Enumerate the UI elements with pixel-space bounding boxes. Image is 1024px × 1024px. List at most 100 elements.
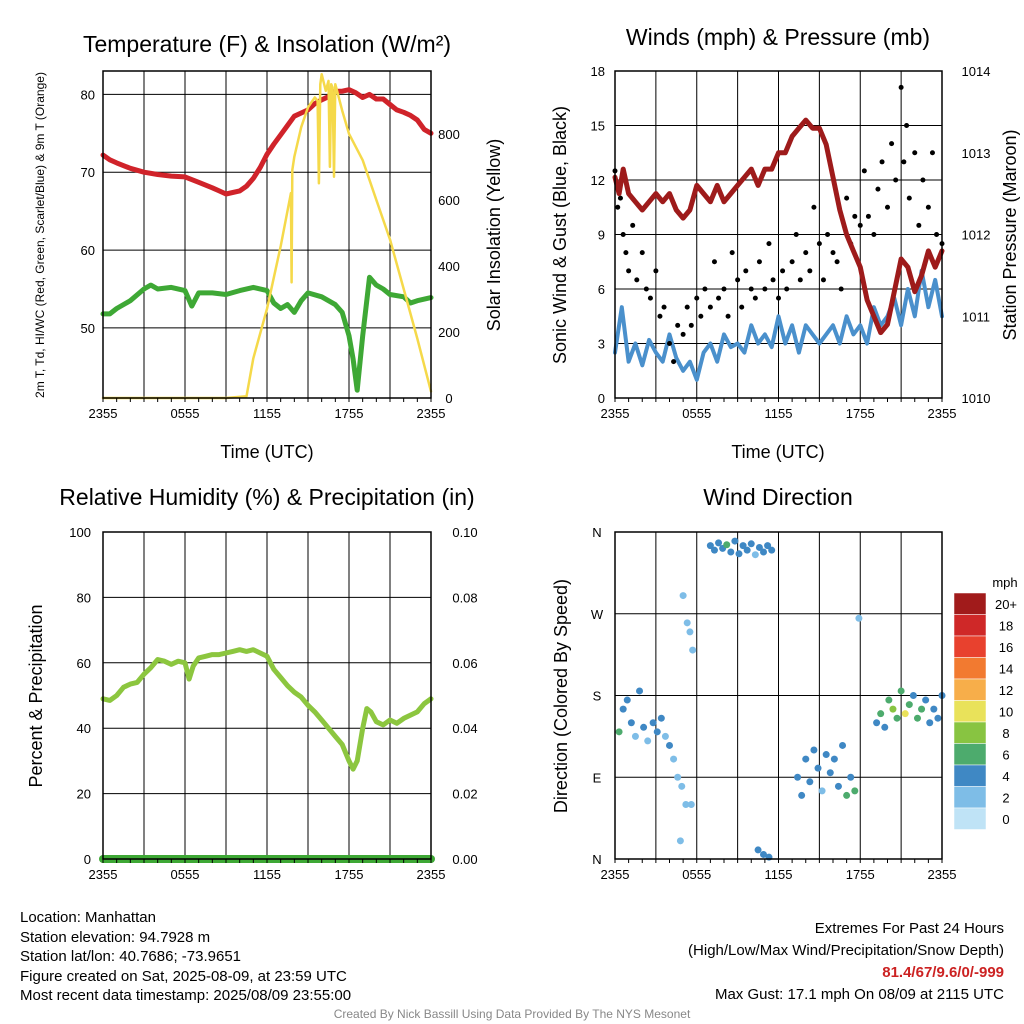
gust-point xyxy=(879,159,885,165)
direction-point xyxy=(735,550,743,558)
legend-swatch xyxy=(953,657,987,680)
y-tick-label: N xyxy=(592,525,601,540)
gust-point xyxy=(780,268,786,274)
created-text: Figure created on Sat, 2025-08-09, at 23… xyxy=(20,967,347,985)
gust-point xyxy=(797,277,803,283)
gust-point xyxy=(830,250,836,256)
y-left-tick-label: 40 xyxy=(77,721,91,736)
gust-point xyxy=(925,204,931,210)
direction-point xyxy=(727,548,735,556)
legend-label: 6 xyxy=(1002,748,1009,763)
gust-point xyxy=(811,204,817,210)
y-tick-label: S xyxy=(593,689,602,704)
y-left-tick-label: 100 xyxy=(69,525,91,540)
gust-point xyxy=(639,250,645,256)
y-right-tick-label: 1010 xyxy=(962,391,991,406)
gust-point xyxy=(904,123,910,128)
gust-point xyxy=(756,259,762,265)
direction-point xyxy=(689,646,697,654)
direction-point xyxy=(847,773,855,781)
x-tick-label: 0555 xyxy=(682,867,711,882)
gust-point xyxy=(694,295,700,301)
direction-point xyxy=(822,751,830,759)
x-tick-label: 1155 xyxy=(765,867,793,882)
gust-point xyxy=(906,195,912,201)
legend-label: 12 xyxy=(999,683,1013,698)
gust-point xyxy=(688,322,694,328)
x-tick-label: 1755 xyxy=(335,406,364,421)
gust-point xyxy=(702,286,708,292)
panel2-xlabel: Time (UTC) xyxy=(731,442,824,462)
direction-point xyxy=(922,696,930,704)
x-tick-label: 2355 xyxy=(417,867,446,882)
y-left-tick-label: 3 xyxy=(598,337,605,352)
x-tick-label: 2355 xyxy=(89,406,118,421)
direction-point xyxy=(649,719,657,727)
y-left-tick-label: 18 xyxy=(591,64,605,79)
direction-point xyxy=(798,791,806,799)
location-text: Location: Manhattan xyxy=(20,909,156,926)
gust-point xyxy=(766,241,772,247)
panel-4 xyxy=(614,531,987,863)
panel1-xlabel: Time (UTC) xyxy=(220,442,313,462)
direction-point xyxy=(760,548,768,556)
y-right-tick-label: 0.00 xyxy=(452,852,477,867)
credit-text: Created By Nick Bassill Using Data Provi… xyxy=(333,1007,691,1021)
legend-swatch xyxy=(953,592,987,615)
y-right-tick-label: 800 xyxy=(438,127,460,142)
direction-point xyxy=(760,850,768,858)
panel1-title: Temperature (F) & Insolation (W/m²) xyxy=(83,31,451,57)
x-tick-label: 2355 xyxy=(89,867,118,882)
legend-label: 18 xyxy=(999,619,1013,634)
x-tick-label: 2355 xyxy=(601,406,630,421)
panel-2 xyxy=(612,70,945,402)
gust-point xyxy=(912,150,918,156)
direction-point xyxy=(764,542,772,550)
gust-point xyxy=(885,204,890,210)
direction-point xyxy=(674,773,682,781)
gust-point xyxy=(803,250,809,256)
panel3-title: Relative Humidity (%) & Precipitation (i… xyxy=(59,484,474,510)
panel1-ylabel-right: Solar Insolation (Yellow) xyxy=(484,139,504,331)
gust-point xyxy=(916,222,922,228)
gust-point xyxy=(647,295,653,301)
y-left-tick-label: 9 xyxy=(598,228,605,243)
gust-point xyxy=(770,277,776,283)
x-tick-label: 1755 xyxy=(846,867,875,882)
y-right-tick-label: 1012 xyxy=(962,228,991,243)
direction-point xyxy=(731,537,739,545)
direction-point xyxy=(743,546,751,554)
direction-point xyxy=(683,619,691,627)
gust-point xyxy=(667,341,672,346)
gust-point xyxy=(844,195,850,201)
direction-point xyxy=(839,741,847,749)
series-rh-line xyxy=(100,647,434,772)
gust-point xyxy=(871,232,877,237)
legend-swatch xyxy=(953,743,987,766)
panel1-ylabel-left: 2m T, Td, HI/WC (Red, Green, Scarlet/Blu… xyxy=(33,72,47,398)
direction-point xyxy=(873,719,881,727)
legend-label: 8 xyxy=(1002,726,1009,741)
direction-point xyxy=(810,746,818,754)
gust-point xyxy=(875,186,881,192)
extremes-legend: (High/Low/Max Wind/Precipitation/Snow De… xyxy=(688,942,1004,959)
panel-3 xyxy=(99,531,435,863)
series-line-2 xyxy=(100,274,434,393)
gust-point xyxy=(762,286,768,292)
gust-point xyxy=(784,286,790,292)
direction-point xyxy=(881,723,889,731)
direction-point xyxy=(818,787,826,795)
x-tick-label: 1155 xyxy=(253,867,281,882)
x-tick-label: 1155 xyxy=(253,406,281,421)
legend-swatch xyxy=(953,721,987,744)
y-right-tick-label: 200 xyxy=(438,325,460,340)
direction-point xyxy=(631,732,639,740)
direction-point xyxy=(666,741,673,749)
direction-point xyxy=(661,732,669,740)
station-info: Location: Manhattan Station elevation: 9… xyxy=(20,908,351,1006)
gust-point xyxy=(743,268,749,274)
gust-point xyxy=(816,241,822,247)
legend-label: 2 xyxy=(1002,791,1009,806)
gust-point xyxy=(852,213,858,219)
